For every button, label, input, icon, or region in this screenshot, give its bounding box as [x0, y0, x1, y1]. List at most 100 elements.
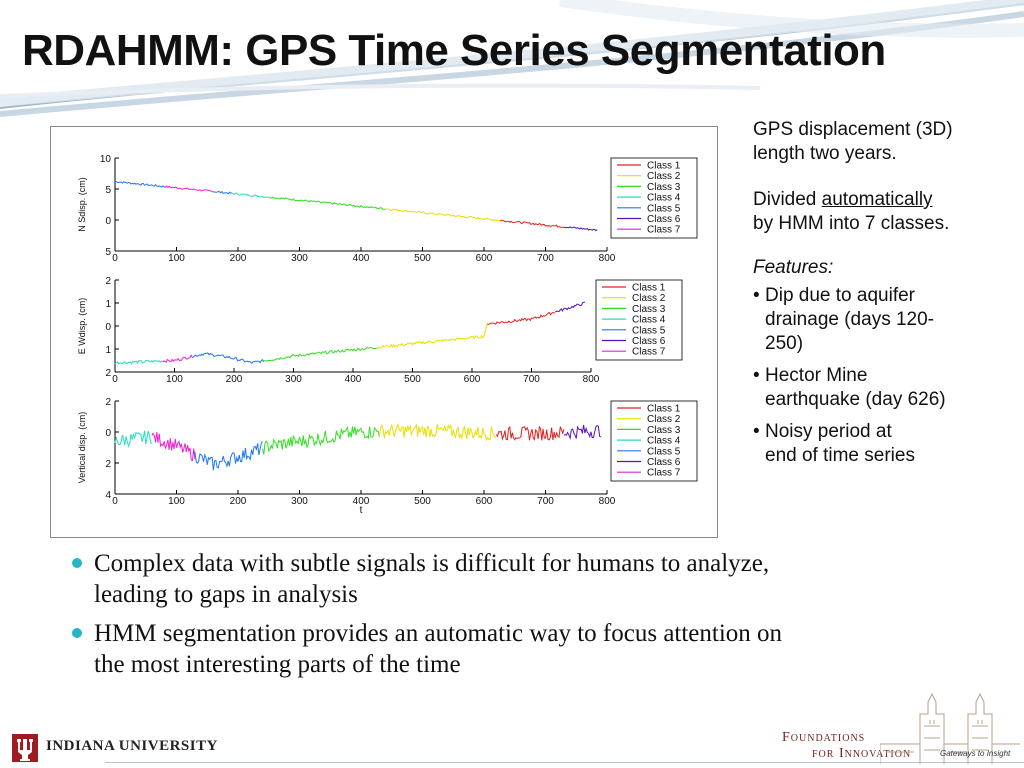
y-tick-label: 1: [105, 345, 111, 356]
bullet-item: HMM segmentation provides an automatic w…: [72, 618, 972, 680]
series-segment-class-6: [563, 226, 598, 232]
bullet-line: the most interesting parts of the time: [94, 651, 461, 678]
y-tick-label: 2: [105, 368, 111, 379]
y-axis-label: N Sdisp. (cm): [77, 177, 87, 232]
feature-line: 250): [765, 333, 804, 354]
x-tick-label: 700: [537, 496, 554, 507]
legend-entry: Class 2: [647, 414, 681, 425]
x-tick-label: 600: [476, 496, 493, 507]
x-tick-label: 0: [112, 374, 118, 385]
series-segment-class-4: [114, 430, 153, 448]
x-tick-label: 400: [353, 253, 370, 264]
legend-entry: Class 5: [647, 203, 681, 214]
y-tick-label: 1: [105, 299, 111, 310]
features-heading-colon: :: [827, 257, 834, 278]
legend-entry: Class 3: [647, 182, 681, 193]
series-segment-class-3: [263, 346, 377, 362]
legend-entry: Class 2: [647, 171, 681, 182]
series-segment-class-5: [192, 352, 265, 365]
features-list: Dip due to aquifer drainage (days 120- 2…: [753, 284, 1013, 468]
legend-entry: Class 1: [647, 404, 681, 415]
series-segment-class-4: [114, 359, 163, 365]
legend-box: [610, 400, 698, 482]
series-segment-class-7: [162, 354, 193, 363]
legend-entry: Class 6: [647, 214, 681, 225]
legend-box: [610, 157, 698, 239]
series-segment-class-1: [487, 311, 556, 326]
legend-entry: Class 3: [647, 425, 681, 436]
bullet-line: HMM segmentation provides an automatic w…: [94, 620, 783, 647]
divided-prefix: Divided: [753, 189, 822, 210]
y-tick-label: 10: [100, 154, 112, 165]
x-tick-label: 600: [464, 374, 481, 385]
legend-entry: Class 4: [647, 193, 681, 204]
series-segment-class-3: [262, 426, 380, 455]
y-tick-label: 0: [105, 216, 111, 227]
x-tick-label: 500: [414, 496, 431, 507]
features-heading: Features:: [753, 256, 1013, 280]
series-segment-class-2: [385, 208, 500, 222]
series-segment-class-6: [555, 301, 586, 313]
bullet-line: Complex data with subtle signals is diff…: [94, 550, 770, 577]
foundations-logo: Foundations for Innovation: [782, 730, 930, 764]
y-axis-label: Vertical disp. (cm): [77, 412, 87, 484]
series-segment-class-6: [563, 424, 602, 441]
x-tick-label: 100: [168, 253, 185, 264]
x-tick-label: 300: [291, 253, 308, 264]
legend-entry: Class 7: [647, 468, 681, 479]
series-segment-class-7: [151, 431, 196, 462]
y-tick-label: 4: [105, 490, 111, 501]
x-tick-label: 700: [537, 253, 554, 264]
legend-entry: Class 7: [632, 347, 666, 358]
x-tick-label: 200: [226, 374, 243, 385]
building-towers-icon: [880, 692, 1020, 764]
legend-entry: Class 7: [647, 225, 681, 236]
feature-line: end of time series: [765, 445, 915, 466]
x-axis-label: t: [360, 505, 363, 516]
x-tick-label: 0: [112, 496, 118, 507]
y-tick-label: 0: [105, 322, 111, 333]
legend-entry: Class 6: [647, 457, 681, 468]
automatically-link[interactable]: automatically: [821, 189, 933, 210]
foundations-line1: Foundations: [782, 730, 866, 745]
feature-line: earthquake (day 626): [765, 389, 946, 410]
legend-entry: Class 2: [632, 293, 666, 304]
feature-item: Dip due to aquifer drainage (days 120- 2…: [753, 284, 1013, 356]
indiana-university-wordmark: INDIANA UNIVERSITY: [46, 738, 218, 754]
gateways-tagline: Gateways to Insight: [940, 749, 1011, 758]
series-segment-class-5: [213, 190, 233, 195]
x-tick-label: 500: [414, 253, 431, 264]
gps-time-series-figure: 0 100 200 300 400 500 600 700 800 10 5 0 5 N Sdisp. (…: [50, 126, 718, 538]
header-swoosh-decoration: [0, 0, 1024, 117]
series-segment-class-3: [268, 196, 386, 210]
series-segment-class-5: [115, 181, 165, 188]
y-tick-label: 0: [105, 428, 111, 439]
legend-entry: Class 5: [632, 325, 666, 336]
x-tick-label: 200: [230, 253, 247, 264]
x-tick-label: 800: [599, 496, 616, 507]
x-tick-label: 700: [523, 374, 540, 385]
y-tick-label: 5: [105, 185, 111, 196]
legend-box: [595, 279, 683, 361]
x-tick-label: 600: [476, 253, 493, 264]
y-tick-label: 2: [105, 397, 111, 408]
bullet-line: leading to gaps in analysis: [94, 581, 358, 608]
x-tick-label: 0: [112, 253, 118, 264]
side-notes: GPS displacement (3D) length two years. …: [753, 118, 1013, 476]
x-tick-label: 800: [599, 253, 616, 264]
series-segment-class-7: [163, 185, 214, 193]
iu-trident-logo: [12, 734, 38, 762]
foundations-line2: for Innovation: [812, 746, 912, 761]
bullet-item: Complex data with subtle signals is diff…: [72, 548, 972, 610]
feature-line: Dip due to aquifer: [765, 285, 915, 306]
series-segment-class-4: [231, 192, 270, 198]
main-bullets: Complex data with subtle signals is diff…: [72, 548, 972, 688]
legend-entry: Class 1: [647, 161, 681, 172]
x-tick-label: 500: [404, 374, 421, 385]
legend-entry: Class 6: [632, 336, 666, 347]
legend-entry: Class 1: [632, 283, 666, 294]
series-segment-class-1: [499, 219, 565, 228]
x-tick-label: 300: [291, 496, 308, 507]
legend-entry: Class 5: [647, 446, 681, 457]
